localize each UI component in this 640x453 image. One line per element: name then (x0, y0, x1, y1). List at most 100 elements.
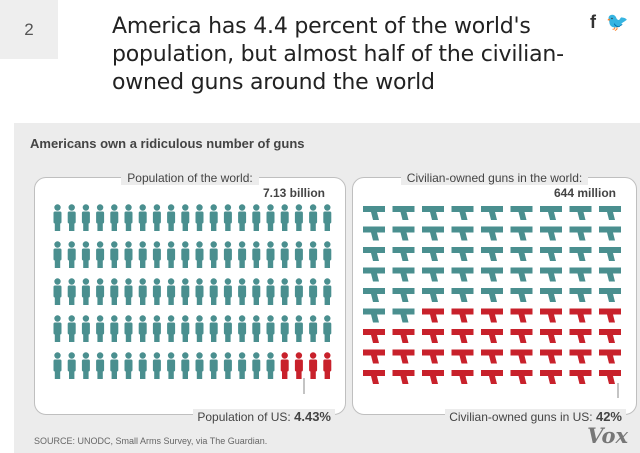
world-gun-icon (510, 247, 533, 261)
world-person-icon (81, 315, 90, 342)
guns-pictogram (363, 206, 621, 398)
world-gun-icon (392, 288, 415, 302)
world-gun-icon (569, 267, 592, 282)
population-footer: Population of US: 4.43% (193, 409, 335, 424)
world-person-icon (138, 204, 147, 231)
world-person-icon (223, 204, 232, 231)
world-gun-icon (392, 308, 415, 323)
world-person-icon (181, 241, 190, 268)
world-person-icon (67, 315, 76, 342)
us-guns-value: 42% (595, 409, 622, 424)
us-gun-icon (569, 370, 592, 384)
us-person-icon (323, 352, 332, 379)
world-person-icon (81, 241, 90, 268)
world-gun-icon (392, 226, 415, 241)
us-gun-icon (422, 308, 444, 323)
world-person-icon (195, 241, 204, 268)
world-person-icon (195, 204, 204, 231)
world-person-icon (96, 204, 105, 231)
world-gun-icon (363, 288, 385, 302)
world-gun-icon (481, 206, 503, 220)
world-person-icon (67, 241, 76, 268)
world-gun-icon (451, 247, 474, 261)
headline: America has 4.4 percent of the world's p… (112, 14, 564, 95)
world-person-icon (181, 352, 190, 379)
world-person-icon (152, 204, 161, 231)
population-panel: Population of the world: 7.13 billion Po… (34, 171, 346, 424)
us-gun-icon (510, 370, 533, 384)
world-gun-icon (540, 288, 562, 302)
world-person-icon (238, 352, 247, 379)
world-person-icon (67, 278, 76, 305)
source-note: SOURCE: UNODC, Small Arms Survey, via Th… (34, 436, 268, 446)
world-person-icon (110, 352, 119, 379)
world-person-icon (53, 278, 62, 305)
world-gun-icon (569, 206, 592, 220)
world-gun-icon (363, 308, 385, 323)
world-person-icon (124, 204, 133, 231)
us-gun-icon (392, 370, 415, 384)
world-person-icon (323, 204, 332, 231)
item-number: 2 (0, 0, 58, 59)
world-person-icon (110, 241, 119, 268)
world-person-icon (152, 241, 161, 268)
world-gun-icon (481, 226, 503, 241)
twitter-icon[interactable]: 🐦 (606, 12, 629, 32)
world-gun-icon (599, 288, 621, 302)
infographic: Americans own a ridiculous number of gun… (14, 123, 640, 453)
world-person-icon (67, 204, 76, 231)
world-gun-icon (481, 247, 503, 261)
world-person-icon (209, 352, 218, 379)
world-gun-icon (510, 267, 533, 282)
world-gun-icon (392, 267, 415, 282)
world-person-icon (209, 278, 218, 305)
world-person-icon (209, 204, 218, 231)
population-pictogram (53, 204, 332, 394)
us-gun-icon (451, 370, 474, 384)
us-person-icon (294, 352, 303, 379)
guns-panel: Civilian-owned guns in the world: 644 mi… (352, 171, 637, 424)
world-person-icon (252, 315, 261, 342)
world-gun-icon (451, 267, 474, 282)
us-gun-icon (363, 349, 385, 364)
infographic-title: Americans own a ridiculous number of gun… (30, 136, 305, 151)
world-gun-icon (392, 206, 415, 220)
world-gun-icon (422, 267, 444, 282)
world-person-icon (238, 315, 247, 342)
us-gun-icon (540, 370, 562, 384)
world-person-icon (124, 352, 133, 379)
world-gun-icon (451, 206, 474, 220)
world-person-icon (167, 241, 176, 268)
guns-footer: Civilian-owned guns in US: 42% (445, 409, 626, 424)
world-gun-icon (540, 226, 562, 241)
world-gun-icon (422, 226, 444, 241)
world-person-icon (209, 241, 218, 268)
world-person-icon (96, 315, 105, 342)
world-person-icon (138, 352, 147, 379)
world-person-icon (223, 352, 232, 379)
us-gun-icon (599, 329, 621, 343)
world-person-icon (309, 241, 318, 268)
facebook-icon[interactable]: f (590, 12, 596, 32)
world-person-icon (181, 315, 190, 342)
world-person-icon (252, 352, 261, 379)
world-person-icon (323, 315, 332, 342)
world-person-icon (238, 241, 247, 268)
world-person-icon (167, 315, 176, 342)
world-person-icon (223, 278, 232, 305)
guns-label: Civilian-owned guns in the world: (400, 171, 589, 185)
world-person-icon (280, 278, 289, 305)
world-person-icon (323, 278, 332, 305)
vox-logo: Vox (587, 423, 628, 448)
world-person-icon (152, 352, 161, 379)
us-gun-icon (481, 349, 503, 364)
world-gun-icon (510, 288, 533, 302)
world-person-icon (223, 315, 232, 342)
us-gun-icon (481, 329, 503, 343)
world-person-icon (309, 315, 318, 342)
world-gun-icon (481, 288, 503, 302)
world-gun-icon (599, 267, 621, 282)
world-person-icon (223, 241, 232, 268)
world-person-icon (81, 352, 90, 379)
world-person-icon (53, 352, 62, 379)
